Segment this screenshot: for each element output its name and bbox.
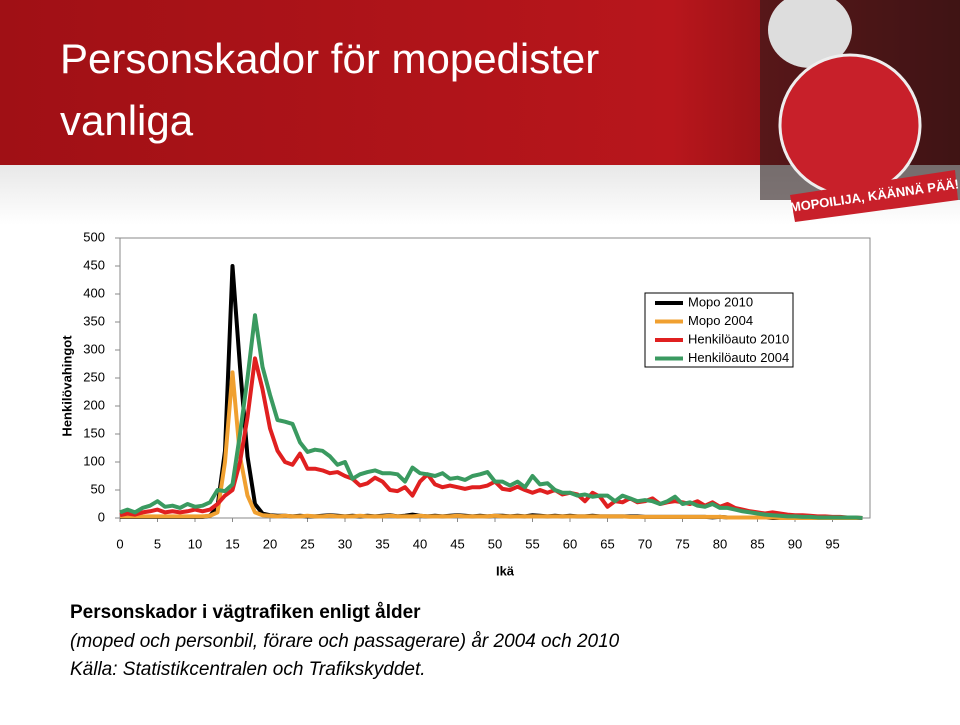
- x-tick-label: 35: [375, 536, 389, 551]
- x-tick-label: 30: [338, 536, 352, 551]
- y-tick-label: 450: [83, 257, 105, 272]
- legend-label: Henkilöauto 2004: [688, 350, 789, 365]
- x-tick-label: 25: [300, 536, 314, 551]
- x-tick-label: 85: [750, 536, 764, 551]
- y-tick-label: 300: [83, 341, 105, 356]
- caption-line: Källa: Statistikcentralen och Trafikskyd…: [70, 659, 426, 680]
- series-line: [119, 313, 863, 520]
- x-tick-label: 80: [713, 536, 727, 551]
- x-axis-label: Ikä: [496, 563, 515, 578]
- legend-label: Henkilöauto 2010: [688, 331, 789, 346]
- x-tick-label: 50: [488, 536, 502, 551]
- y-tick-label: 500: [83, 229, 105, 244]
- banner: [790, 170, 958, 222]
- y-axis-label: Henkilövahingot: [59, 335, 74, 437]
- y-tick-label: 200: [83, 397, 105, 412]
- y-tick-label: 150: [83, 425, 105, 440]
- series-line: [120, 370, 863, 520]
- x-tick-label: 70: [638, 536, 652, 551]
- caption-line: (moped och personbil, förare och passage…: [70, 631, 620, 652]
- y-tick-label: 100: [83, 453, 105, 468]
- x-tick-label: 15: [225, 536, 239, 551]
- x-tick-label: 0: [116, 536, 123, 551]
- badge: [778, 53, 922, 197]
- x-tick-label: 10: [188, 536, 202, 551]
- x-tick-label: 45: [450, 536, 464, 551]
- logo: MOPOILIJA, KÄÄNNÄ PÄÄ!: [760, 0, 960, 222]
- plot-frame: [119, 237, 871, 519]
- helmet: [768, 0, 852, 68]
- y-tick-label: 0: [98, 509, 105, 524]
- x-tick-label: 75: [675, 536, 689, 551]
- x-tick-label: 65: [600, 536, 614, 551]
- x-tick-label: 95: [825, 536, 839, 551]
- legend-label: Mopo 2004: [688, 313, 753, 328]
- legend: Mopo 2010 Mopo 2004 Henkilöauto 2010 Henkil…: [644, 292, 794, 368]
- legend-label: Mopo 2010: [688, 294, 753, 309]
- x-tick-label: 20: [263, 536, 277, 551]
- x-tick-label: 5: [154, 536, 161, 551]
- x-tick-label: 90: [788, 536, 802, 551]
- caption-heading: Personskador i vägtrafiken enligt ålder: [70, 602, 421, 623]
- y-tick-label: 400: [83, 285, 105, 300]
- y-tick-label: 350: [83, 313, 105, 328]
- slide-title: Personskador för mopedister vanliga: [60, 35, 599, 144]
- x-tick-label: 40: [413, 536, 427, 551]
- legend-box: [644, 292, 794, 368]
- y-tick-label: 250: [83, 369, 105, 384]
- x-tick-label: 55: [525, 536, 539, 551]
- x-tick-label: 60: [563, 536, 577, 551]
- y-tick-label: 50: [91, 481, 105, 496]
